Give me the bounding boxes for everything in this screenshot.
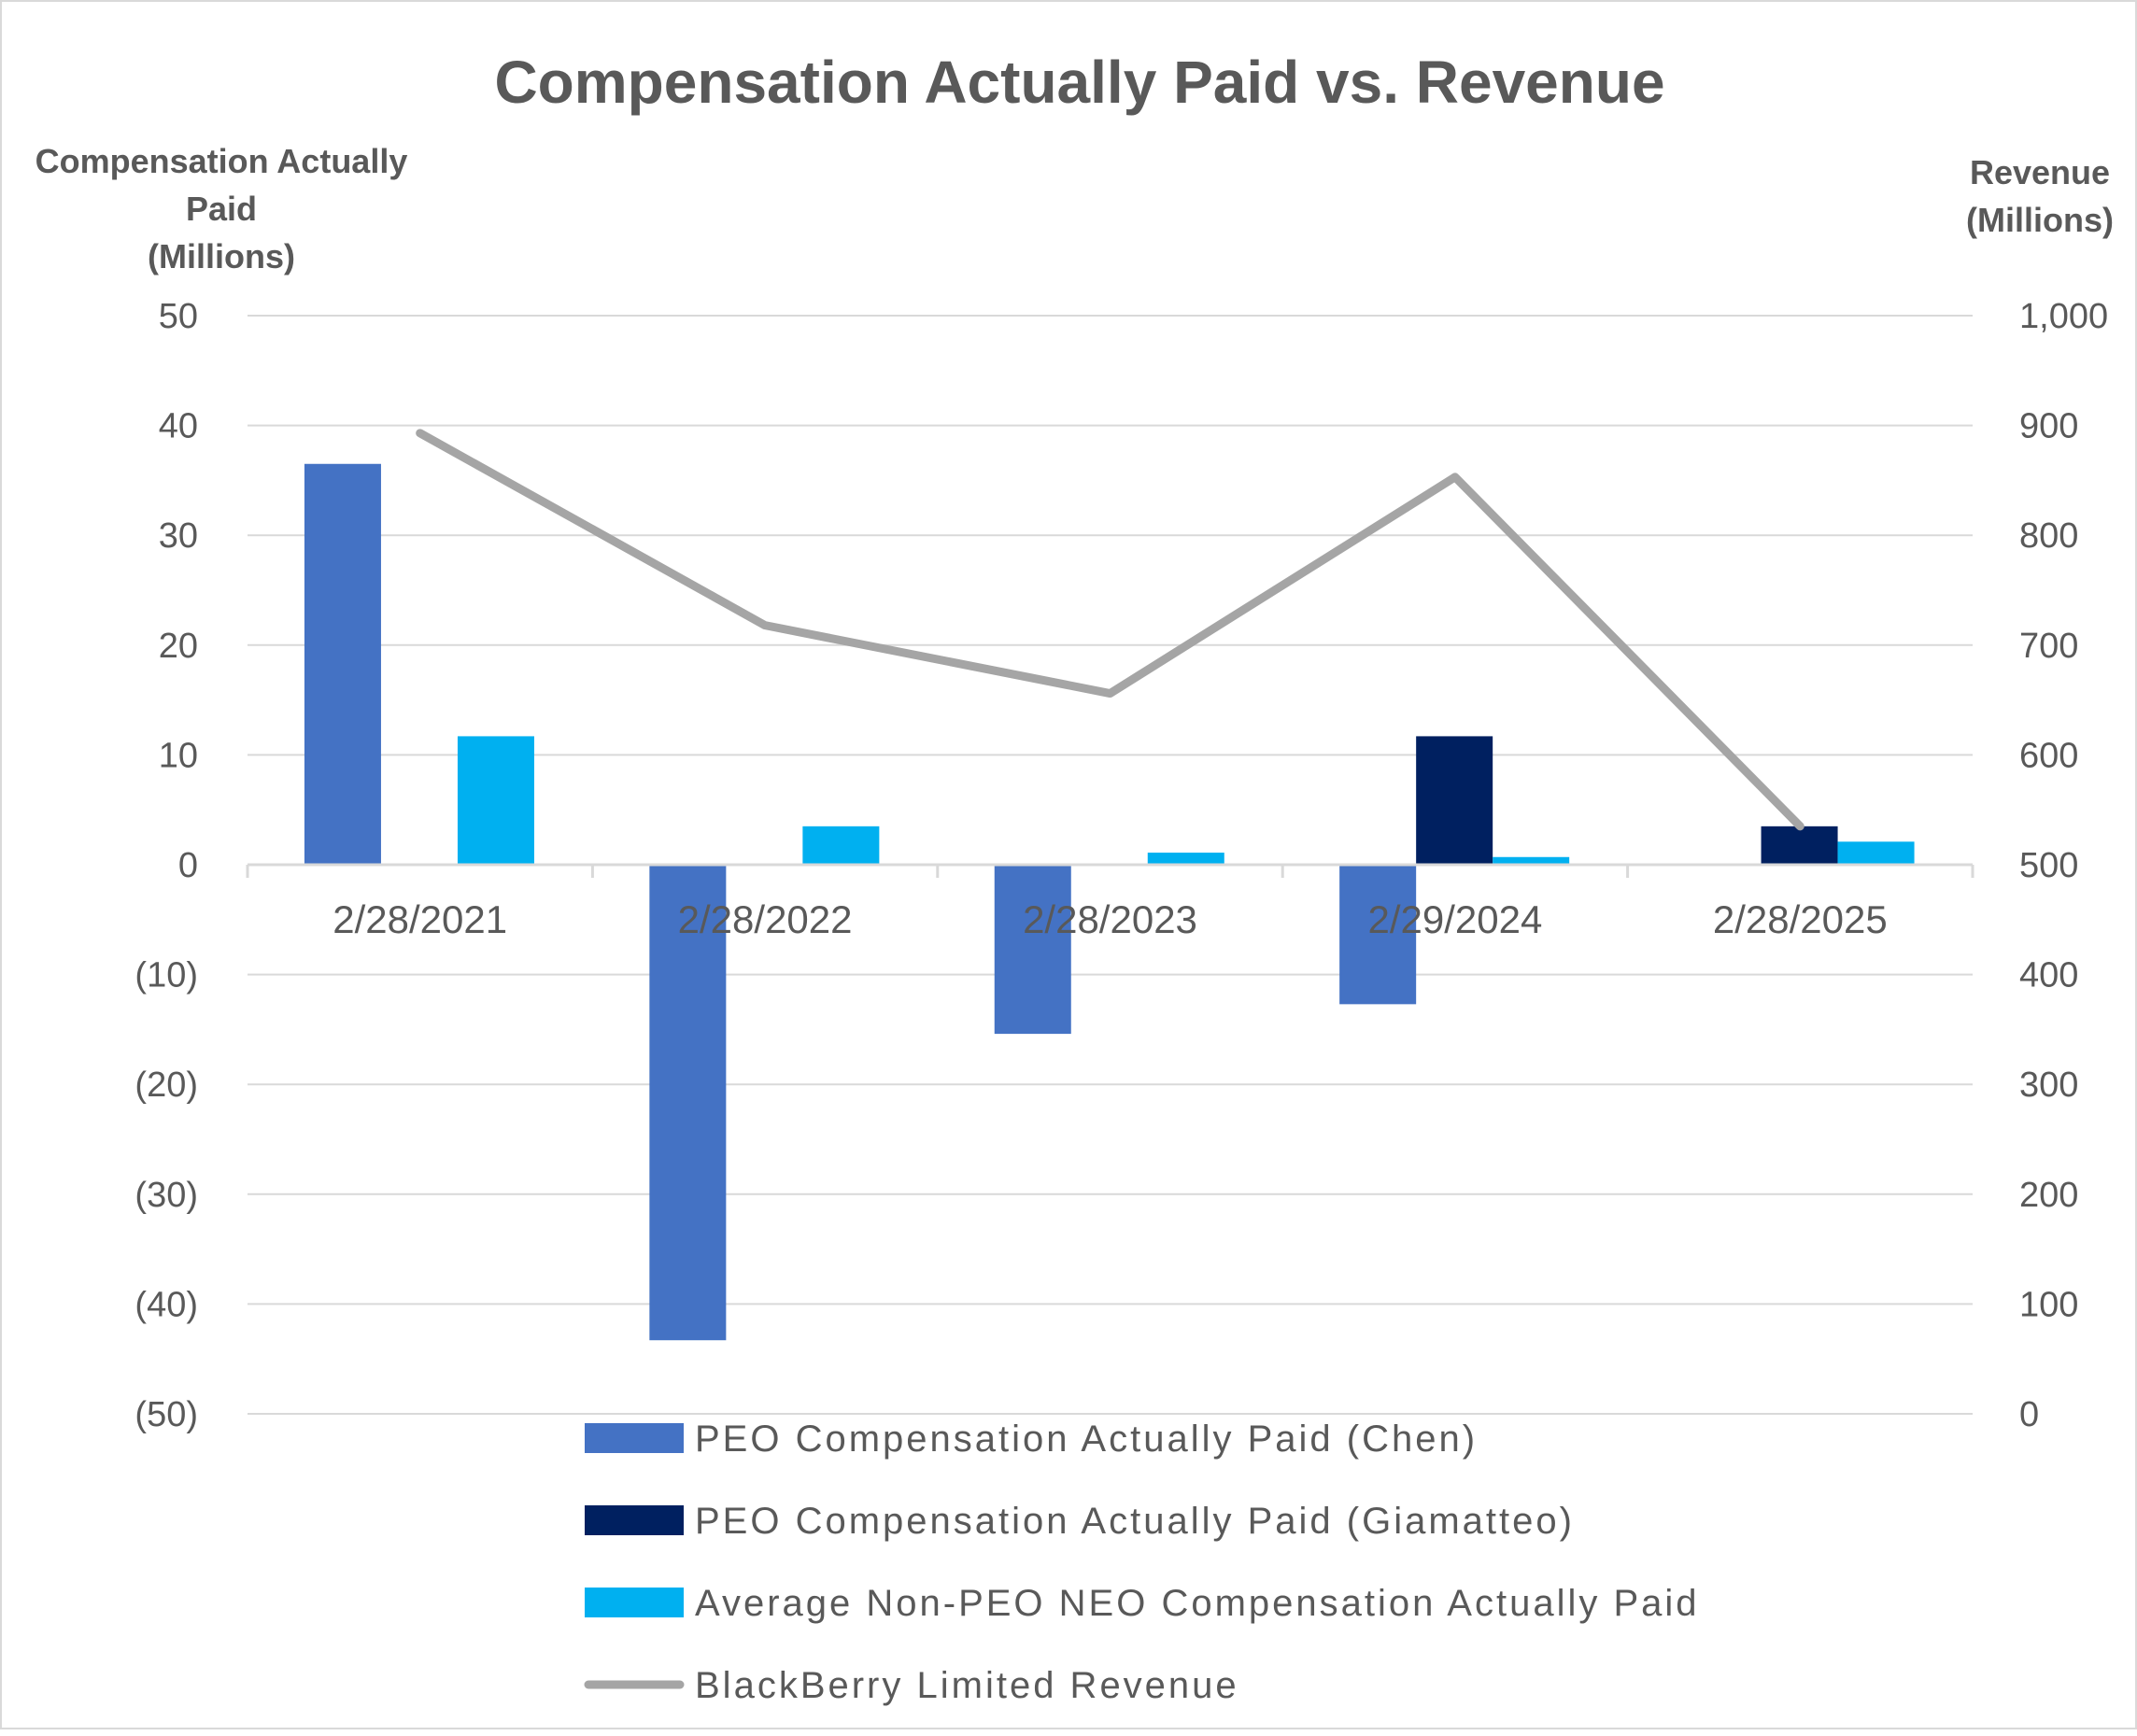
bar-1 bbox=[994, 865, 1071, 1035]
right-tick-label: 700 bbox=[2019, 627, 2078, 666]
x-tick-label: 2/29/2024 bbox=[1367, 897, 1542, 941]
legend-swatch-1 bbox=[585, 1423, 684, 1453]
right-tick-label: 900 bbox=[2019, 407, 2078, 446]
left-tick-label: (40) bbox=[134, 1285, 198, 1324]
chart-title: Compensation Actually Paid vs. Revenue bbox=[494, 49, 1664, 116]
left-tick-label: 40 bbox=[159, 407, 198, 446]
bar-2 bbox=[1416, 736, 1493, 865]
right-tick-label: 100 bbox=[2019, 1285, 2078, 1324]
bar-1 bbox=[649, 865, 727, 1341]
right-tick-label: 800 bbox=[2019, 516, 2078, 556]
right-axis-title-line1: Revenue bbox=[1970, 153, 2110, 191]
legend-label: Average Non-PEO NEO Compensation Actuall… bbox=[695, 1583, 1700, 1624]
legend-label: PEO Compensation Actually Paid (Chen) bbox=[695, 1418, 1478, 1460]
right-tick-label: 0 bbox=[2019, 1395, 2039, 1434]
left-tick-label: (50) bbox=[134, 1395, 198, 1434]
x-tick-label: 2/28/2023 bbox=[1023, 897, 1197, 941]
legend-swatch-3 bbox=[585, 1588, 684, 1617]
left-tick-label: 20 bbox=[159, 627, 198, 666]
bar-3 bbox=[1147, 853, 1224, 865]
right-tick-label: 600 bbox=[2019, 736, 2078, 775]
right-tick-label: 400 bbox=[2019, 956, 2078, 995]
left-tick-label: 10 bbox=[159, 736, 198, 775]
left-axis-title-line3: (Millions) bbox=[148, 237, 295, 275]
right-tick-label: 500 bbox=[2019, 846, 2078, 885]
legend-swatch-2 bbox=[585, 1505, 684, 1535]
bar-3 bbox=[802, 826, 880, 865]
left-axis-title-line1: Compensation Actually bbox=[35, 142, 408, 180]
legend-label: BlackBerry Limited Revenue bbox=[695, 1665, 1239, 1706]
left-tick-label: (20) bbox=[134, 1066, 198, 1105]
bar-1 bbox=[304, 463, 381, 865]
bar-1 bbox=[1339, 865, 1417, 1005]
right-tick-label: 1,000 bbox=[2019, 297, 2108, 336]
left-tick-label: (10) bbox=[134, 956, 198, 995]
bar-2 bbox=[1761, 826, 1838, 865]
right-tick-label: 300 bbox=[2019, 1066, 2078, 1105]
bar-3 bbox=[1837, 841, 1915, 865]
left-tick-label: 50 bbox=[159, 297, 198, 336]
left-tick-label: (30) bbox=[134, 1176, 198, 1215]
left-tick-label: 30 bbox=[159, 516, 198, 556]
left-tick-label: 0 bbox=[178, 846, 198, 885]
revenue-line bbox=[416, 429, 1804, 831]
right-axis-title-line2: (Millions) bbox=[1966, 201, 2114, 239]
bar-3 bbox=[1493, 856, 1570, 865]
x-tick-label: 2/28/2021 bbox=[333, 897, 507, 941]
left-axis-title-line2: Paid bbox=[186, 190, 257, 228]
bar-3 bbox=[457, 736, 534, 865]
x-tick-label: 2/28/2025 bbox=[1713, 897, 1888, 941]
x-tick-label: 2/28/2022 bbox=[678, 897, 853, 941]
legend-label: PEO Compensation Actually Paid (Giamatte… bbox=[695, 1501, 1575, 1542]
right-tick-label: 200 bbox=[2019, 1176, 2078, 1215]
